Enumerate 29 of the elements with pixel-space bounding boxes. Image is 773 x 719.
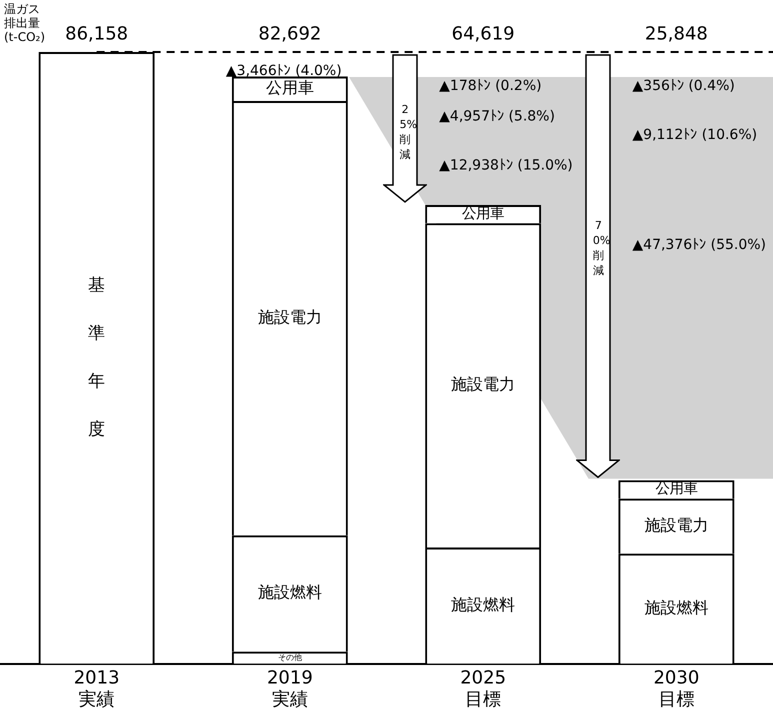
text: 公用車 <box>462 206 504 222</box>
text: 82,692 <box>258 24 322 45</box>
series-label: その他 <box>278 652 302 662</box>
y-axis-title: 温ガス排出量(t-CO₂) <box>4 2 46 44</box>
annotation: ▲4,957ﾄﾝ (5.8%) <box>439 108 555 125</box>
annotation: 70%削減 <box>592 218 610 278</box>
text: 25,848 <box>644 24 708 45</box>
x-tick-label: 2025 目標 <box>460 667 506 710</box>
annotation: ▲9,112ﾄﾝ (10.6%) <box>632 127 758 144</box>
x-tick-label: 2019 実績 <box>266 667 313 710</box>
annotation: ▲47,376ﾄﾝ (55.0%) <box>632 237 766 254</box>
series-label: 公用車 <box>266 78 314 97</box>
x-tick-label: 2013 実績 <box>74 667 120 710</box>
text: 施設電力 <box>451 374 516 394</box>
text: 施設燃料 <box>644 598 708 617</box>
text: 施設燃料 <box>451 594 516 614</box>
annotation: ▲3,466ﾄﾝ (4.0%) <box>226 62 342 79</box>
x-tick-label: 2030 目標 <box>653 667 700 710</box>
text: 施設電力 <box>258 307 322 326</box>
series-label: 施設電力 <box>644 515 708 534</box>
annotation: ▲356ﾄﾝ (0.4%) <box>632 78 735 94</box>
annotation: ▲12,938ﾄﾝ (15.0%) <box>439 158 573 174</box>
text: 公用車 <box>655 481 698 498</box>
annotation: ▲178ﾄﾝ (0.2%) <box>439 78 542 94</box>
series-label: 施設燃料 <box>258 582 322 602</box>
text: 86,158 <box>65 24 128 45</box>
annotation: 25%削減 <box>400 102 418 162</box>
text: 基準年度 <box>88 275 106 440</box>
text: 64,619 <box>452 24 515 45</box>
